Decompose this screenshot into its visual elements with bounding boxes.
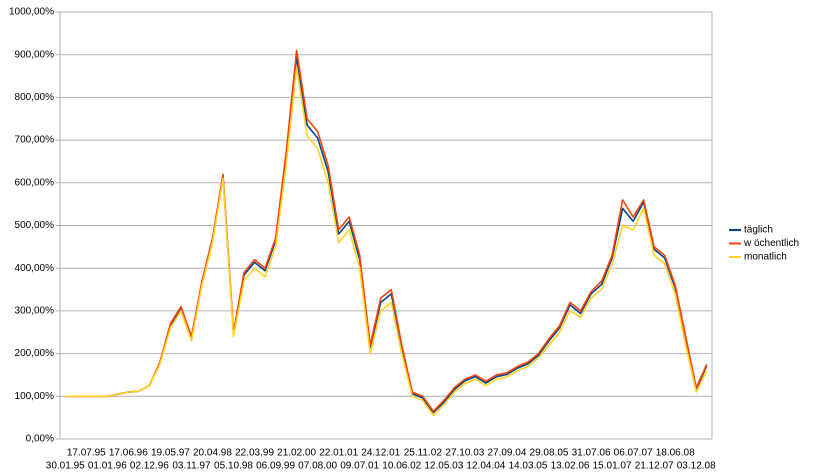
x-tick-label: 09.07.01	[340, 461, 379, 472]
x-tick-label: 12.05.03	[424, 461, 463, 472]
y-tick-label: 400,00%	[15, 263, 55, 274]
x-tick-label: 22.01.01	[319, 448, 358, 459]
y-tick-label: 900,00%	[15, 49, 55, 60]
legend-label: monatlich	[744, 252, 787, 263]
x-tick-label: 18.06.08	[656, 448, 695, 459]
x-tick-label: 20.04.98	[193, 448, 232, 459]
y-tick-label: 200,00%	[15, 348, 55, 359]
x-tick-label: 06.09.99	[256, 461, 295, 472]
x-tick-label: 29.08.05	[530, 448, 569, 459]
x-tick-label: 02.12.96	[130, 461, 169, 472]
x-tick-label: 03.11.97	[172, 461, 211, 472]
legend-label: w öchentlich	[743, 238, 799, 249]
x-tick-label: 17.06.96	[109, 448, 148, 459]
x-tick-label: 22.03.99	[235, 448, 274, 459]
y-tick-label: 1000,00%	[9, 7, 54, 18]
x-tick-label: 03.12.08	[677, 461, 716, 472]
x-tick-label: 13.02.06	[551, 461, 590, 472]
x-tick-label: 06.07.07	[614, 448, 653, 459]
x-tick-label: 27.09.04	[487, 448, 526, 459]
y-tick-label: 500,00%	[15, 220, 55, 231]
x-tick-label: 17.07.95	[67, 448, 106, 459]
x-tick-label: 15.01.07	[593, 461, 632, 472]
x-tick-label: 10.06.02	[382, 461, 421, 472]
x-tick-label: 27.10.03	[445, 448, 484, 459]
y-tick-label: 600,00%	[15, 177, 55, 188]
y-tick-label: 700,00%	[15, 135, 55, 146]
legend-label: täglich	[744, 225, 773, 236]
x-tick-label: 14.03.05	[508, 461, 547, 472]
x-tick-label: 21.02.00	[277, 448, 316, 459]
x-tick-label: 25.11.02	[404, 448, 443, 459]
x-tick-label: 31.07.06	[572, 448, 611, 459]
x-tick-label: 01.01.96	[88, 461, 127, 472]
x-tick-label: 21.12.07	[635, 461, 674, 472]
y-tick-label: 300,00%	[15, 306, 55, 317]
x-tick-label: 30.01.95	[46, 461, 85, 472]
x-tick-label: 24.12.01	[361, 448, 400, 459]
x-tick-label: 07.08.00	[298, 461, 337, 472]
series-line	[65, 66, 708, 417]
series-line	[65, 56, 708, 414]
x-tick-label: 05.10.98	[214, 461, 253, 472]
y-tick-label: 0,00%	[26, 434, 54, 445]
y-tick-label: 800,00%	[15, 92, 55, 103]
series-line	[65, 49, 708, 413]
x-tick-label: 19.05.97	[151, 448, 190, 459]
y-tick-label: 100,00%	[15, 391, 55, 402]
x-tick-label: 12.04.04	[466, 461, 505, 472]
